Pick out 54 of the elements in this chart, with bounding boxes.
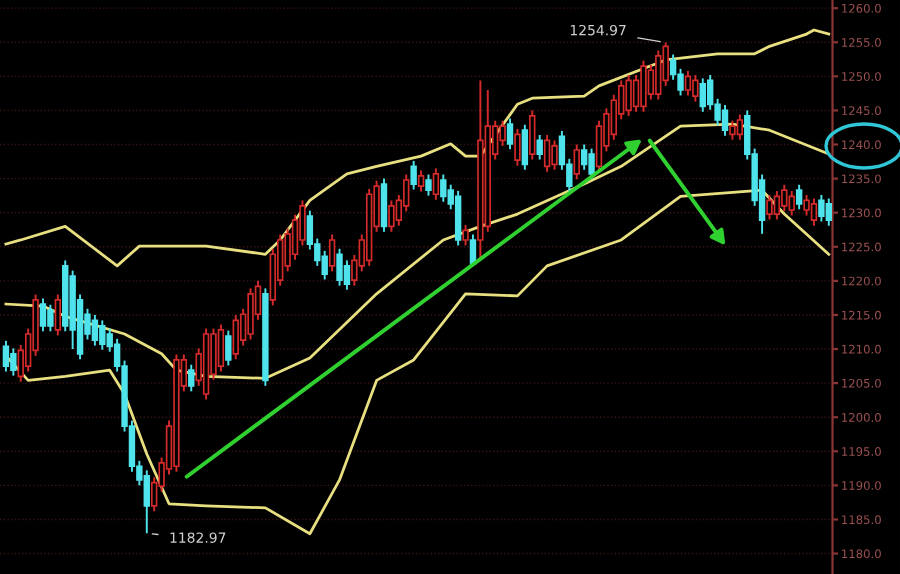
candlestick: [143, 469, 150, 535]
candlestick: [684, 69, 692, 97]
candlestick: [10, 347, 17, 377]
candlestick: [54, 293, 62, 337]
candlestick: [773, 189, 781, 221]
candlestick: [640, 59, 647, 113]
candlestick: [388, 199, 395, 233]
candlestick: [425, 173, 432, 197]
candlestick: [499, 119, 506, 147]
candlestick: [328, 233, 336, 273]
candlestick: [573, 143, 580, 181]
candlestick: [91, 313, 99, 347]
candlestick: [721, 104, 729, 137]
candlestick: [529, 109, 536, 161]
candlestick: [788, 189, 795, 217]
candlestick: [736, 113, 744, 141]
candlestick: [781, 183, 788, 213]
candlestick: [232, 313, 239, 361]
candlestick: [729, 119, 736, 141]
candlestick: [825, 197, 833, 227]
candlestick: [625, 74, 632, 117]
candlestick: [47, 303, 54, 333]
candlestick: [521, 123, 529, 171]
candlestick: [2, 339, 10, 373]
candlestick: [410, 159, 417, 191]
candlestick: [810, 197, 818, 227]
candlestick: [188, 363, 195, 393]
candlestick: [225, 329, 232, 367]
candlestick: [343, 259, 351, 291]
candlestick: [795, 183, 803, 211]
candlestick: [99, 319, 106, 351]
candlestick: [417, 169, 425, 193]
candlestick: [655, 49, 662, 101]
candlestick: [543, 134, 551, 173]
candlestick: [766, 194, 773, 221]
candlestick: [440, 173, 447, 203]
candlestick: [580, 143, 588, 171]
candlestick: [454, 189, 462, 247]
candlestick: [514, 127, 521, 167]
candlestick: [699, 77, 706, 113]
candlestick: [380, 177, 388, 233]
candlestick: [506, 117, 514, 151]
candlestick: [39, 297, 47, 333]
candlestick: [217, 323, 225, 373]
candlestick: [692, 74, 699, 103]
candlestick: [647, 63, 655, 101]
candlestick: [536, 134, 543, 161]
candlestick: [432, 167, 440, 201]
candlestick: [336, 247, 343, 287]
candlestick: [551, 139, 558, 171]
candlestick: [247, 287, 254, 341]
candlestick: [462, 223, 469, 247]
candlestick: [588, 147, 595, 181]
candlestick: [818, 194, 825, 223]
